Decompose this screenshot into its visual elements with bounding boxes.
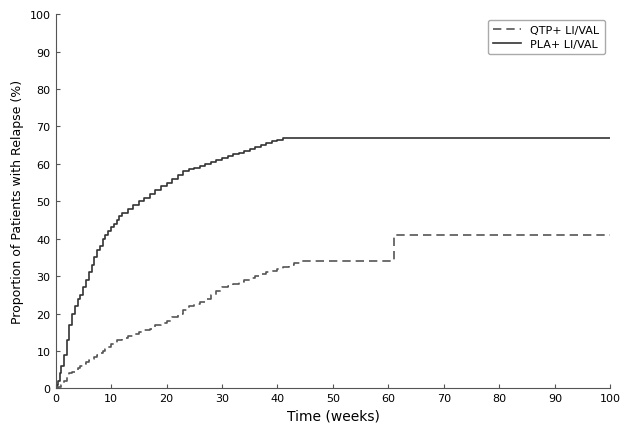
- QTP+ LI/VAL: [607, 233, 614, 238]
- QTP+ LI/VAL: [185, 308, 193, 313]
- PLA+ LI/VAL: [124, 210, 131, 216]
- PLA+ LI/VAL: [229, 155, 237, 160]
- QTP+ LI/VAL: [66, 371, 73, 376]
- Line: QTP+ LI/VAL: QTP+ LI/VAL: [56, 235, 611, 388]
- Legend: QTP+ LI/VAL, PLA+ LI/VAL: QTP+ LI/VAL, PLA+ LI/VAL: [488, 21, 605, 55]
- QTP+ LI/VAL: [296, 261, 303, 266]
- PLA+ LI/VAL: [385, 136, 392, 141]
- QTP+ LI/VAL: [607, 233, 614, 238]
- PLA+ LI/VAL: [607, 136, 614, 141]
- QTP+ LI/VAL: [346, 259, 353, 264]
- PLA+ LI/VAL: [240, 151, 248, 156]
- Line: PLA+ LI/VAL: PLA+ LI/VAL: [56, 138, 611, 388]
- PLA+ LI/VAL: [268, 141, 276, 147]
- PLA+ LI/VAL: [52, 386, 59, 391]
- X-axis label: Time (weeks): Time (weeks): [286, 409, 379, 423]
- Y-axis label: Proportion of Patients with Relapse (%): Proportion of Patients with Relapse (%): [11, 80, 24, 324]
- QTP+ LI/VAL: [390, 233, 398, 238]
- QTP+ LI/VAL: [80, 362, 87, 367]
- QTP+ LI/VAL: [52, 386, 59, 391]
- PLA+ LI/VAL: [279, 136, 287, 141]
- PLA+ LI/VAL: [179, 173, 187, 178]
